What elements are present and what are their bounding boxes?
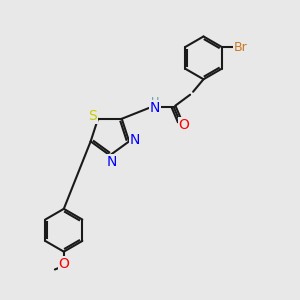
Text: N: N: [130, 133, 140, 147]
Text: N: N: [107, 155, 117, 169]
Text: H: H: [151, 97, 159, 107]
Text: O: O: [58, 257, 69, 271]
Text: S: S: [88, 110, 97, 123]
Text: O: O: [179, 118, 190, 132]
Text: Br: Br: [234, 41, 247, 54]
Text: N: N: [150, 101, 160, 115]
